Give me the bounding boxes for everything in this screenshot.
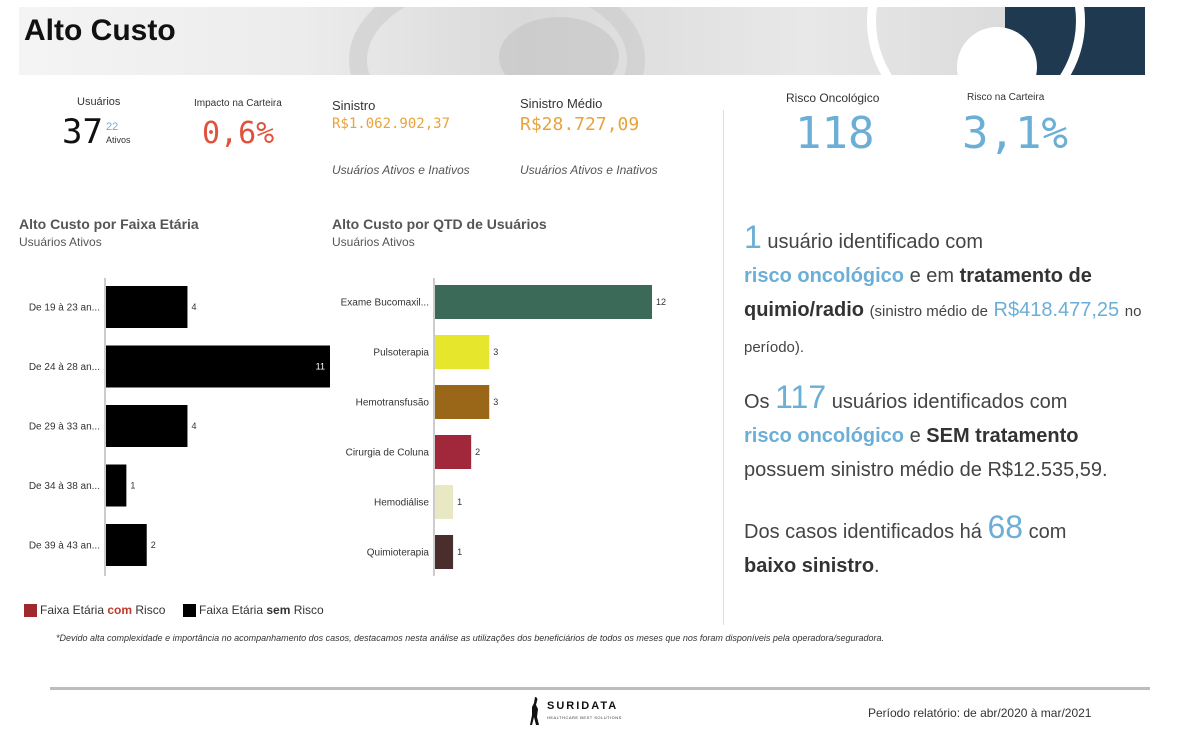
category-label: Exame Bucomaxil...: [341, 298, 429, 309]
kpi-sinistro-medio-label: Sinistro Médio: [520, 96, 603, 111]
bar: [106, 345, 330, 388]
value-label: 1: [457, 497, 462, 507]
kpi-ativos-label: Ativos: [106, 135, 131, 145]
value-label: 1: [457, 547, 462, 557]
category-label: Hemotransfusão: [356, 398, 430, 409]
bar: [435, 435, 472, 469]
value-label: 1: [130, 481, 135, 491]
kpi-sinistro-label: Sinistro: [332, 98, 376, 113]
bar: [435, 285, 652, 319]
section-divider: [723, 110, 724, 625]
footer-brand: SURIDATA: [547, 700, 619, 712]
bar: [435, 535, 454, 569]
category-label: Quimioterapia: [367, 548, 430, 559]
footnote: *Devido alta complexidade e importância …: [56, 633, 884, 643]
banner-decoration: [499, 17, 619, 75]
story-paragraph-2: Os 117 usuários identificados com risco …: [744, 379, 1108, 481]
chart-qtd-title: Alto Custo por QTD de Usuários: [332, 216, 547, 232]
value-label: 11: [316, 362, 325, 372]
chart-qtd-subtitle: Usuários Ativos: [332, 235, 415, 249]
bar: [435, 335, 490, 369]
bar: [435, 485, 454, 519]
value-label: 2: [475, 447, 480, 457]
chart-faixa-etaria: De 19 à 23 an... 4 De 24 à 28 an... 11 De 29…: [29, 278, 330, 576]
footer-rule: [50, 687, 1150, 690]
footer-tagline: HEALTHCARE BEST SOLUTIONS: [547, 715, 622, 720]
category-label: De 34 à 38 an...: [29, 481, 100, 492]
kpi-usuarios-label: Usuários: [77, 96, 121, 108]
bar: [106, 405, 188, 447]
bar: [106, 524, 147, 566]
kpi-ativos-value: 22: [106, 121, 119, 133]
kpi-impacto-label: Impacto na Carteira: [194, 98, 282, 109]
chart-faixa-subtitle: Usuários Ativos: [19, 235, 102, 249]
story-paragraph-1: 1 usuário identificado com risco oncológ…: [744, 219, 1142, 356]
value-label: 4: [191, 421, 196, 431]
kpi-risco-carteira-value: 3,1%: [962, 108, 1068, 159]
kpi-sinistro-value: R$1.062.902,37: [332, 116, 451, 132]
value-label: 4: [191, 302, 196, 312]
category-label: De 24 à 28 an...: [29, 362, 100, 373]
category-label: De 29 à 33 an...: [29, 422, 100, 433]
kpi-usuarios-value: 37: [62, 112, 103, 152]
kpi-impacto-value: 0,6%: [202, 116, 275, 151]
legend-sem-risco-label: Faixa Etária sem Risco: [199, 603, 324, 617]
bar: [106, 286, 188, 328]
legend-com-risco-label: Faixa Etária com Risco: [40, 603, 166, 617]
footer-periodo: Período relatório: de abr/2020 à mar/202…: [868, 706, 1092, 720]
value-label: 3: [493, 347, 498, 357]
kpi-sinistro-medio-value: R$28.727,09: [520, 114, 640, 135]
bar: [435, 385, 490, 419]
suridata-logo-icon: [530, 697, 539, 725]
kpi-risco-oncologico-value: 118: [795, 108, 875, 159]
kpi-sinistro-medio-note: Usuários Ativos e Inativos: [520, 163, 658, 177]
category-label: Cirurgia de Coluna: [346, 448, 430, 459]
value-label: 3: [493, 397, 498, 407]
category-label: Hemodiálise: [374, 498, 429, 509]
story-paragraph-3: Dos casos identificados há 68 com baixo …: [744, 509, 1067, 577]
legend-sem-risco-swatch: [183, 604, 196, 617]
page-title: Alto Custo: [24, 14, 176, 47]
chart-faixa-title: Alto Custo por Faixa Etária: [19, 216, 199, 232]
value-label: 12: [656, 297, 666, 307]
header-banner: [19, 7, 1145, 75]
kpi-risco-carteira-label: Risco na Carteira: [967, 92, 1045, 103]
value-label: 2: [151, 540, 156, 550]
banner-ring: [867, 7, 1085, 75]
category-label: Pulsoterapia: [373, 348, 429, 359]
category-label: De 19 à 23 an...: [29, 303, 100, 314]
kpi-risco-oncologico-label: Risco Oncológico: [786, 91, 880, 105]
kpi-sinistro-note: Usuários Ativos e Inativos: [332, 163, 470, 177]
legend-com-risco-swatch: [24, 604, 37, 617]
bar: [106, 464, 127, 507]
category-label: De 39 à 43 an...: [29, 541, 100, 552]
